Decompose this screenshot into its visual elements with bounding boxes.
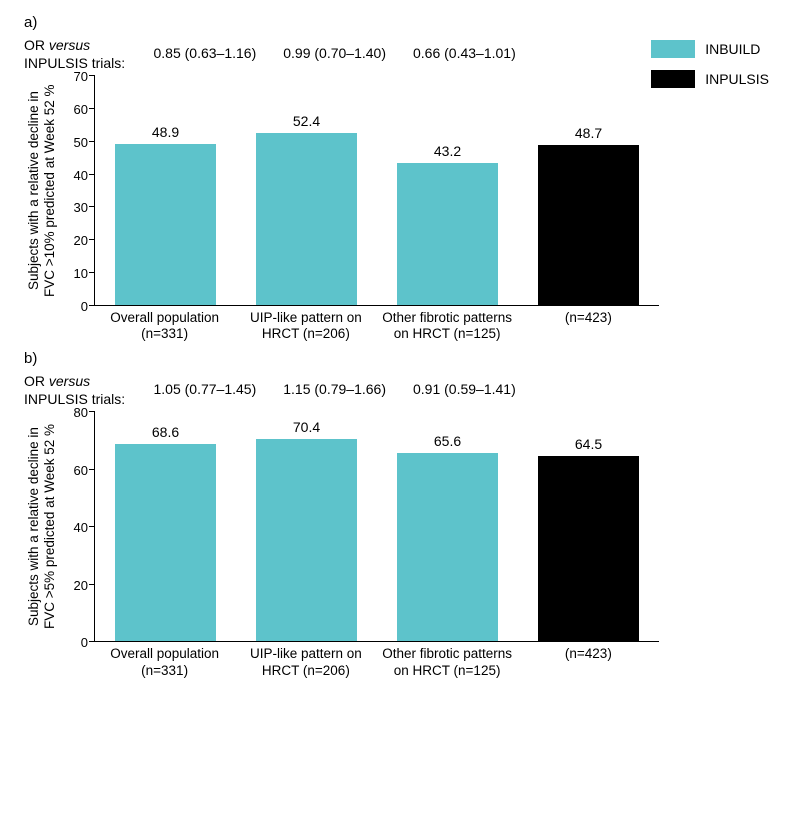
panel-b: b) OR versusINPULSIS trials:1.05 (0.77–1.… <box>24 350 773 678</box>
bar-value-label: 70.4 <box>236 419 377 435</box>
or-value: 0.91 (0.59–1.41) <box>400 371 530 397</box>
x-tick-label: Other fibrotic patternson HRCT (n=125) <box>377 646 518 678</box>
or-label: OR versusINPULSIS trials: <box>24 35 136 72</box>
x-axis-labels: Overall population(n=331)UIP-like patter… <box>94 646 659 678</box>
bar-value-label: 52.4 <box>236 113 377 129</box>
chart: Subjects with a relative decline inFVC >… <box>24 412 773 642</box>
y-tick-label: 20 <box>74 578 88 593</box>
y-tick-label: 10 <box>74 266 88 281</box>
y-tick-label: 70 <box>74 69 88 84</box>
bar-value-label: 48.7 <box>518 125 659 141</box>
legend-item: INPULSIS <box>651 70 769 88</box>
or-row: OR versusINPULSIS trials:1.05 (0.77–1.45… <box>24 371 773 408</box>
bar-slot: 65.6 <box>377 412 518 641</box>
y-tick-mark <box>89 305 95 306</box>
y-axis-ticks: 806040200 <box>60 412 94 642</box>
x-tick-label: (n=423) <box>518 646 659 678</box>
y-axis-label: Subjects with a relative decline inFVC >… <box>24 412 60 642</box>
or-value: 1.15 (0.79–1.66) <box>270 371 400 397</box>
bar <box>256 133 358 305</box>
bar-slot: 48.7 <box>518 76 659 305</box>
or-value: 0.99 (0.70–1.40) <box>270 35 400 61</box>
legend-label: INPULSIS <box>705 71 769 87</box>
y-tick-label: 80 <box>74 405 88 420</box>
bar <box>256 439 358 641</box>
bar <box>115 444 217 641</box>
legend-item: INBUILD <box>651 40 769 58</box>
y-axis-label: Subjects with a relative decline inFVC >… <box>24 76 60 306</box>
legend-swatch <box>651 40 695 58</box>
or-label: OR versusINPULSIS trials: <box>24 371 136 408</box>
x-tick-label: Other fibrotic patternson HRCT (n=125) <box>377 310 518 342</box>
or-value: 0.66 (0.43–1.01) <box>400 35 530 61</box>
bar-value-label: 43.2 <box>377 143 518 159</box>
bar-slot: 43.2 <box>377 76 518 305</box>
y-tick-mark <box>89 641 95 642</box>
y-tick-label: 0 <box>81 635 88 650</box>
bar-slot: 70.4 <box>236 412 377 641</box>
x-tick-label: Overall population(n=331) <box>94 646 235 678</box>
bar <box>397 453 499 642</box>
y-tick-label: 30 <box>74 200 88 215</box>
y-tick-label: 60 <box>74 102 88 117</box>
bar-value-label: 48.9 <box>95 124 236 140</box>
panel-letter: b) <box>24 350 773 367</box>
bar <box>397 163 499 305</box>
y-tick-label: 40 <box>74 168 88 183</box>
x-tick-label: (n=423) <box>518 310 659 342</box>
bar-slot: 64.5 <box>518 412 659 641</box>
bar <box>538 456 640 641</box>
bar-slot: 68.6 <box>95 412 236 641</box>
y-tick-label: 20 <box>74 233 88 248</box>
bar-value-label: 68.6 <box>95 424 236 440</box>
or-value: 1.05 (0.77–1.45) <box>140 371 270 397</box>
legend-label: INBUILD <box>705 41 760 57</box>
bar <box>115 144 217 305</box>
panel-a: a) INBUILD INPULSIS OR versusINPULSIS trial… <box>24 14 773 342</box>
y-tick-label: 50 <box>74 135 88 150</box>
plot-area: 48.952.443.248.7 <box>94 76 659 306</box>
bar-slot: 48.9 <box>95 76 236 305</box>
x-axis-labels: Overall population(n=331)UIP-like patter… <box>94 310 659 342</box>
bar <box>538 145 640 305</box>
x-tick-label: Overall population(n=331) <box>94 310 235 342</box>
or-value: 0.85 (0.63–1.16) <box>140 35 270 61</box>
x-tick-label: UIP-like pattern onHRCT (n=206) <box>235 646 376 678</box>
y-tick-label: 0 <box>81 299 88 314</box>
panel-letter: a) <box>24 14 773 31</box>
y-tick-label: 40 <box>74 520 88 535</box>
legend: INBUILD INPULSIS <box>651 40 769 100</box>
bar-value-label: 65.6 <box>377 433 518 449</box>
x-tick-label: UIP-like pattern onHRCT (n=206) <box>235 310 376 342</box>
y-tick-label: 60 <box>74 463 88 478</box>
plot-area: 68.670.465.664.5 <box>94 412 659 642</box>
bar-slot: 52.4 <box>236 76 377 305</box>
bar-value-label: 64.5 <box>518 436 659 452</box>
chart: Subjects with a relative decline inFVC >… <box>24 76 773 306</box>
